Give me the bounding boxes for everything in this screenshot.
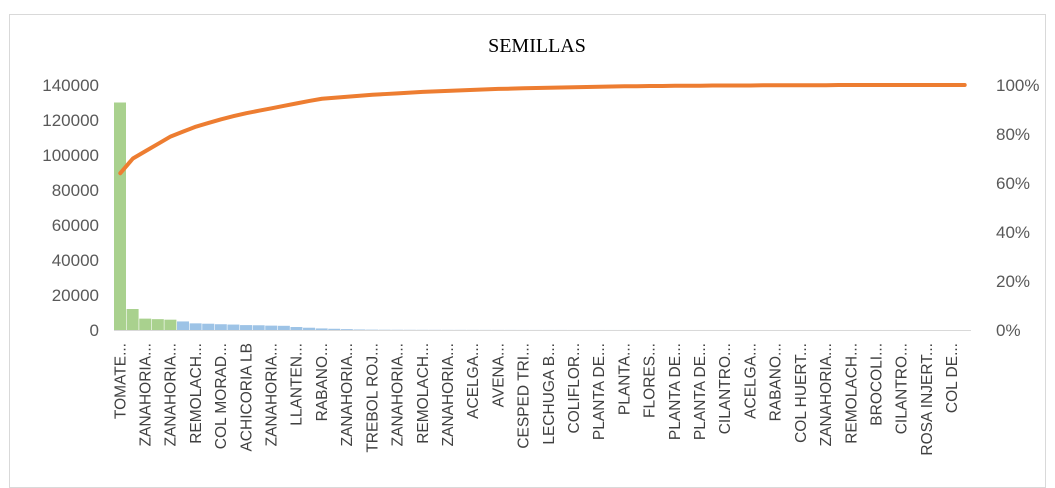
bar bbox=[227, 324, 240, 330]
cumulative-line-series bbox=[118, 83, 967, 176]
x-category-label: ZANAHORIA... bbox=[440, 343, 457, 446]
x-category-label: ZANAHORIA... bbox=[138, 343, 155, 446]
bar bbox=[340, 329, 353, 331]
x-category-label: BROCOLI... bbox=[869, 343, 886, 426]
bar bbox=[240, 325, 253, 330]
x-category-label: COLIFLOR... bbox=[566, 343, 583, 433]
chart-title: SEMILLAS bbox=[488, 35, 586, 57]
x-category-label: AVENA... bbox=[490, 343, 507, 407]
y2-axis-ticks: 0% 20% 40% 60% 80% 100% bbox=[996, 76, 1039, 340]
cumulative-line bbox=[118, 83, 967, 176]
y-tick-label: 20000 bbox=[52, 286, 99, 305]
y-tick-label: 140000 bbox=[42, 76, 99, 95]
x-category-label: RABANO... bbox=[768, 343, 785, 421]
bar bbox=[139, 318, 152, 331]
x-category-label: ACHICORIA LB bbox=[238, 343, 255, 452]
chart-frame bbox=[9, 14, 1046, 488]
y2-tick-label: 40% bbox=[996, 223, 1030, 242]
x-category-label: ZANAHORIA... bbox=[339, 343, 356, 446]
x-category-label: ACELGA... bbox=[465, 343, 482, 419]
x-category-label: ACELGA... bbox=[742, 343, 759, 419]
x-category-label: ZANAHORIA... bbox=[264, 343, 281, 446]
y-tick-label: 80000 bbox=[52, 181, 99, 200]
x-category-label: LECHUGA B... bbox=[541, 343, 558, 445]
bar bbox=[290, 327, 303, 330]
bar bbox=[164, 319, 177, 330]
x-category-label: PLANTA DE... bbox=[591, 343, 608, 440]
x-category-label: TOMATE... bbox=[112, 343, 129, 419]
x-category-label: ZANAHORIA... bbox=[163, 343, 180, 446]
bar bbox=[189, 323, 202, 330]
x-category-label: LLANTEN... bbox=[289, 343, 306, 426]
bar-series bbox=[114, 102, 908, 331]
y-tick-label: 60000 bbox=[52, 216, 99, 235]
y-tick-label: 100000 bbox=[42, 146, 99, 165]
bar bbox=[353, 329, 366, 330]
bar bbox=[303, 327, 316, 330]
y-tick-label: 120000 bbox=[42, 111, 99, 130]
x-category-label: FLORES... bbox=[642, 343, 659, 418]
y-axis-ticks: 0 20000 40000 60000 80000 100000 120000 140000 bbox=[42, 76, 99, 340]
x-category-label: ROSA INJERT... bbox=[919, 343, 936, 456]
y2-tick-label: 20% bbox=[996, 272, 1030, 291]
bar bbox=[315, 328, 328, 330]
bar bbox=[252, 325, 265, 330]
x-category-label: CILANTRO... bbox=[717, 343, 734, 434]
x-category-label: COL MORAD... bbox=[213, 343, 230, 449]
bar bbox=[265, 325, 278, 331]
x-category-label: COL DE... bbox=[944, 343, 961, 413]
x-category-label: CILANTRO... bbox=[894, 343, 911, 434]
x-category-label: RABANO... bbox=[314, 343, 331, 421]
bar bbox=[202, 323, 215, 330]
x-category-label: CESPED TRI... bbox=[516, 343, 533, 449]
x-category-label: PLANTA... bbox=[616, 343, 633, 415]
bar bbox=[277, 325, 290, 330]
bar bbox=[151, 319, 164, 330]
y-tick-label: 40000 bbox=[52, 251, 99, 270]
x-category-label: ZANAHORIA... bbox=[818, 343, 835, 446]
x-category-label: REMOLACH... bbox=[188, 343, 205, 444]
x-category-label: ZANAHORIA... bbox=[390, 343, 407, 446]
bar bbox=[114, 102, 126, 330]
x-category-label: REMOLACH... bbox=[415, 343, 432, 444]
x-category-label: TREBOL ROJ... bbox=[364, 343, 381, 453]
x-category-label: REMOLACH... bbox=[843, 343, 860, 444]
bar bbox=[177, 321, 190, 330]
x-category-label: PLANTA DE... bbox=[692, 343, 709, 440]
x-category-label: COL HUERT... bbox=[793, 343, 810, 443]
y-tick-label: 0 bbox=[90, 321, 99, 340]
y2-tick-label: 0% bbox=[996, 321, 1021, 340]
bar bbox=[126, 309, 139, 330]
y2-tick-label: 100% bbox=[996, 76, 1039, 95]
y2-tick-label: 80% bbox=[996, 125, 1030, 144]
x-category-label: PLANTA DE... bbox=[667, 343, 684, 440]
bar bbox=[328, 328, 341, 330]
y2-tick-label: 60% bbox=[996, 174, 1030, 193]
x-axis-categories: TOMATE... ZANAHORIA... ZANAHORIA... REMOLAC… bbox=[112, 343, 961, 456]
bar bbox=[214, 324, 227, 330]
